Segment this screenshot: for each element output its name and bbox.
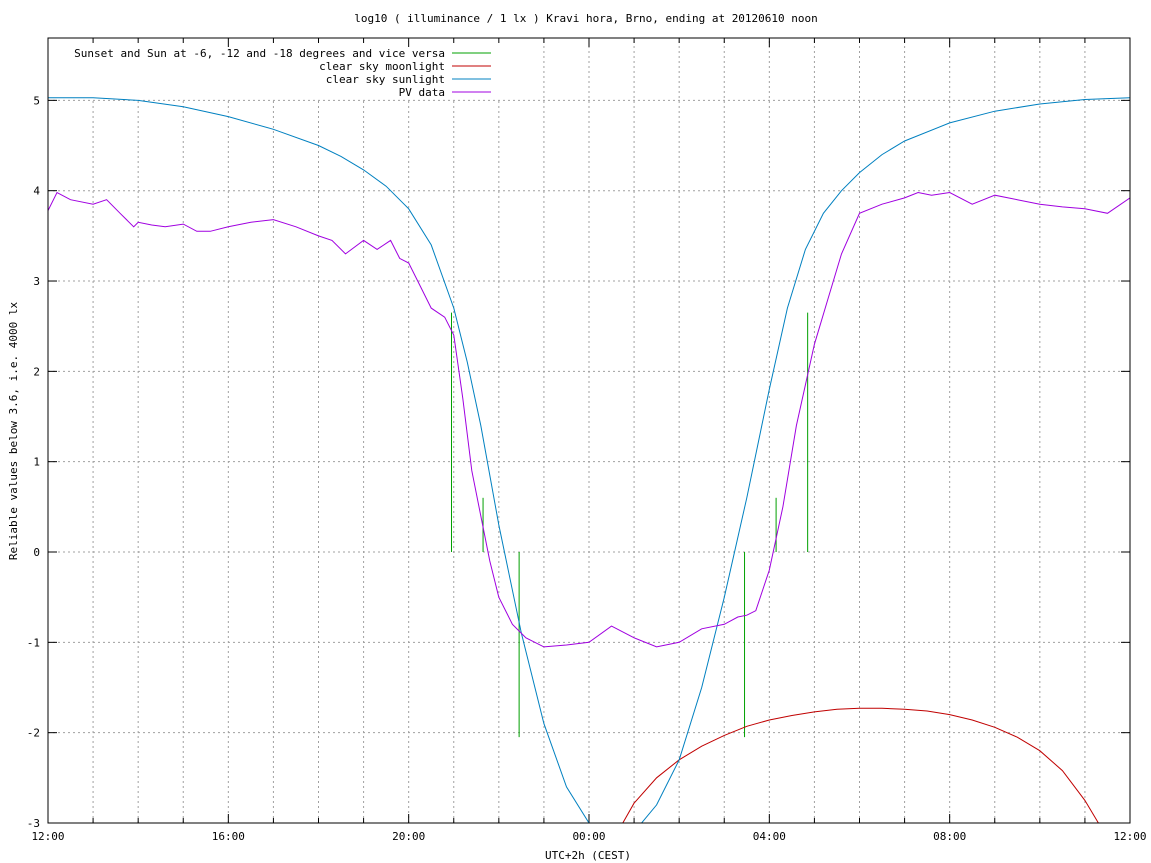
y-tick-label: -1 bbox=[27, 636, 40, 649]
chart-title: log10 ( illuminance / 1 lx ) Kravi hora,… bbox=[354, 12, 818, 25]
y-tick-label: 3 bbox=[33, 275, 40, 288]
y-tick-label: -2 bbox=[27, 727, 40, 740]
series-lines bbox=[48, 97, 1130, 823]
x-tick-label: 00:00 bbox=[572, 830, 605, 843]
legend-label: clear sky sunlight bbox=[326, 73, 445, 86]
legend-label: Sunset and Sun at -6, -12 and -18 degree… bbox=[74, 47, 445, 60]
y-tick-label: 0 bbox=[33, 546, 40, 559]
grid bbox=[48, 38, 1130, 823]
x-tick-label: 20:00 bbox=[392, 830, 425, 843]
x-tick-label: 08:00 bbox=[933, 830, 966, 843]
x-tick-label: 12:00 bbox=[1113, 830, 1146, 843]
y-axis-label: Reliable values below 3.6, i.e. 4000 lx bbox=[7, 301, 20, 560]
legend-label: PV data bbox=[399, 86, 445, 99]
x-tick-label: 16:00 bbox=[212, 830, 245, 843]
y-tick-label: 5 bbox=[33, 94, 40, 107]
legend-label: clear sky moonlight bbox=[319, 60, 445, 73]
series-line-2 bbox=[48, 97, 1130, 823]
x-axis-label: UTC+2h (CEST) bbox=[545, 849, 631, 862]
plot-frame bbox=[47, 37, 1131, 824]
legend: Sunset and Sun at -6, -12 and -18 degree… bbox=[74, 47, 491, 99]
x-tick-labels: 12:00 16:00 20:00 00:00 04:00 08:00 12:00 bbox=[31, 830, 1146, 843]
x-tick-label: 12:00 bbox=[31, 830, 64, 843]
tick-marks bbox=[47, 38, 1131, 824]
series-line-1 bbox=[622, 707, 1099, 823]
y-tick-label: 1 bbox=[33, 456, 40, 469]
y-tick-labels: -3 -2 -1 0 1 2 3 4 5 bbox=[27, 94, 41, 830]
x-tick-label: 04:00 bbox=[753, 830, 786, 843]
y-tick-label: -3 bbox=[27, 817, 40, 830]
y-tick-label: 4 bbox=[33, 185, 40, 198]
y-tick-label: 2 bbox=[33, 365, 40, 378]
series-line-3 bbox=[48, 191, 1130, 648]
